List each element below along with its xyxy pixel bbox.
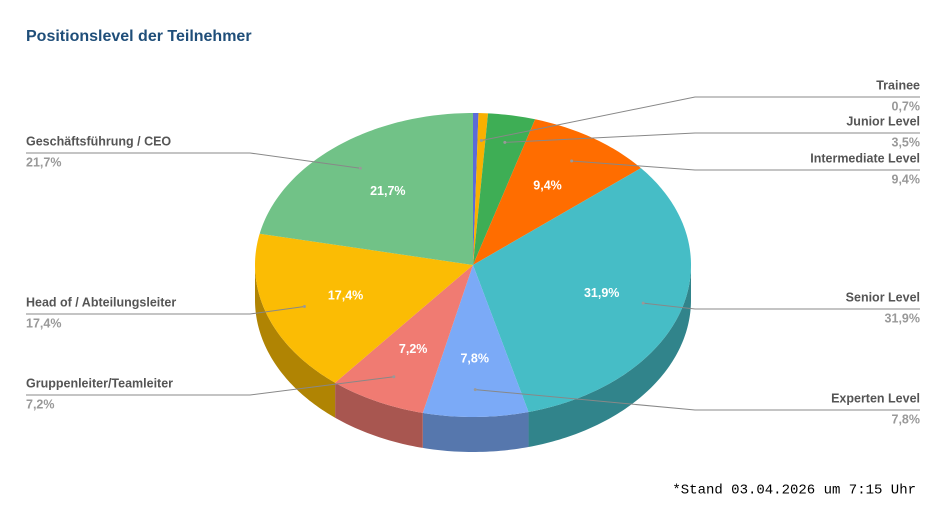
leader-line xyxy=(504,132,920,143)
leader-dot xyxy=(473,388,477,392)
leader-dot xyxy=(570,159,574,163)
leader-line xyxy=(26,376,394,396)
outside-label-value: 7,8% xyxy=(892,412,921,426)
leader-line xyxy=(475,389,920,411)
leader-line xyxy=(26,305,305,315)
inside-label: 17,4% xyxy=(328,289,363,303)
leader-dot xyxy=(503,140,507,144)
inside-label: 31,9% xyxy=(584,286,619,300)
slice xyxy=(473,113,489,265)
slice xyxy=(255,233,473,383)
outside-label-value: 3,5% xyxy=(892,135,921,149)
leader-dot xyxy=(479,138,483,142)
chart-title: Positionslevel der Teilnehmer xyxy=(26,28,252,45)
slice xyxy=(473,119,641,265)
inside-label: 7,8% xyxy=(460,352,489,366)
slice-side xyxy=(422,411,529,452)
leader-line xyxy=(571,160,920,171)
outside-label-name: Head of / Abteilungsleiter xyxy=(26,295,176,309)
outside-label-value: 9,4% xyxy=(892,172,921,186)
leader-dot xyxy=(302,304,306,308)
slice xyxy=(473,168,691,412)
leader-dot xyxy=(358,166,362,170)
outside-label-value: 21,7% xyxy=(26,155,61,169)
slice xyxy=(473,113,536,265)
outside-label-name: Intermediate Level xyxy=(810,151,920,165)
inside-label: 7,2% xyxy=(399,342,428,356)
slice-side xyxy=(528,265,691,447)
slice xyxy=(335,265,473,413)
outside-label-value: 17,4% xyxy=(26,316,61,330)
outside-label-value: 7,2% xyxy=(26,397,55,411)
slice xyxy=(473,113,479,265)
outside-label-name: Junior Level xyxy=(846,114,920,128)
leader-line xyxy=(643,302,920,310)
outside-label-name: Senior Level xyxy=(846,290,920,304)
outside-label-name: Gruppenleiter/Teamleiter xyxy=(26,376,173,390)
outside-label-value: 31,9% xyxy=(885,311,920,325)
footnote: *Stand 03.04.2026 um 7:15 Uhr xyxy=(672,483,916,499)
inside-label: 9,4% xyxy=(533,179,562,193)
slice xyxy=(259,113,473,265)
slice-side xyxy=(255,265,336,418)
slice-side xyxy=(335,382,423,448)
outside-label-name: Experten Level xyxy=(831,391,920,405)
leader-dot xyxy=(641,301,645,305)
inside-label: 21,7% xyxy=(370,184,405,198)
outside-label-name: Geschäftsführung / CEO xyxy=(26,134,171,148)
outside-label-value: 0,7% xyxy=(892,99,921,113)
leader-line xyxy=(481,96,920,141)
leader-dot xyxy=(392,375,396,379)
leader-line xyxy=(26,152,361,169)
slice xyxy=(422,265,529,417)
outside-label-name: Trainee xyxy=(876,78,920,92)
